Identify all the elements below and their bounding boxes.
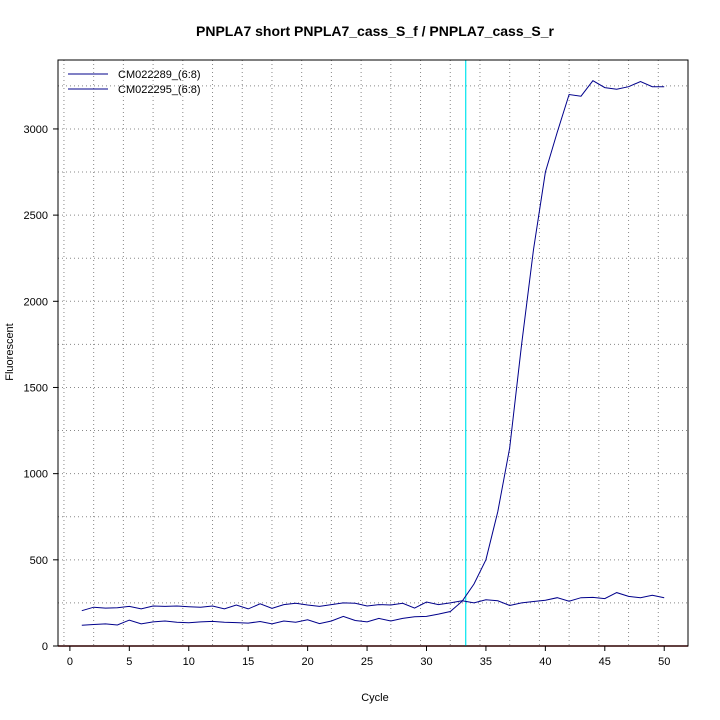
x-axis-label: Cycle [361,692,389,704]
x-axis: 0 5 10 15 20 25 30 35 40 45 50 [67,646,670,668]
chart-title: PNPLA7 short PNPLA7_cass_S_f / PNPLA7_ca… [196,23,554,39]
x-tick-label: 40 [539,656,551,668]
plot-frame [57,59,689,647]
grid-lines [58,60,688,646]
x-tick-label: 15 [242,656,254,668]
series-line-2 [81,592,665,612]
data-series [81,80,665,626]
x-tick-label: 0 [67,656,73,668]
x-tick-label: 5 [126,656,132,668]
y-tick-label: 1000 [24,469,48,481]
y-tick-label: 3000 [24,124,48,136]
legend-label-1: CM022289_(6:8) [118,69,201,81]
legend-label-2: CM022295_(6:8) [118,84,201,96]
y-tick-label: 0 [42,641,48,653]
x-tick-label: 50 [658,656,670,668]
x-tick-label: 35 [480,656,492,668]
y-axis: 0 500 1000 1500 2000 2500 3000 [24,124,58,653]
y-tick-label: 500 [30,555,48,567]
series-line-1 [81,80,665,626]
x-tick-label: 20 [301,656,313,668]
y-tick-label: 2000 [24,296,48,308]
legend: CM022289_(6:8) CM022295_(6:8) [68,69,201,96]
x-tick-label: 30 [420,656,432,668]
x-tick-label: 10 [183,656,195,668]
x-tick-label: 45 [599,656,611,668]
x-tick-label: 25 [361,656,373,668]
y-tick-label: 2500 [24,210,48,222]
y-axis-label: Fluorescent [4,323,16,380]
y-tick-label: 1500 [24,382,48,394]
